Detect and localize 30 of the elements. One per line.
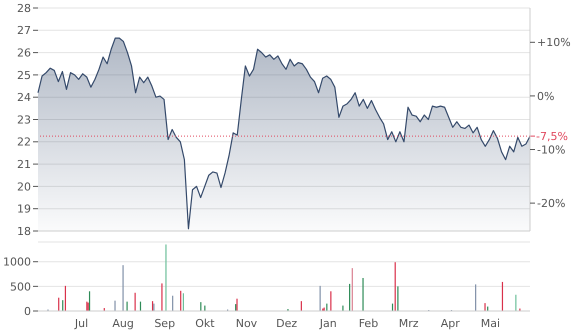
- y-tick-label: 27: [17, 24, 31, 38]
- y-tick-label: 20: [17, 180, 31, 194]
- ref-line-label: -7,5%: [536, 130, 568, 144]
- x-tick-label: Aug: [112, 316, 134, 330]
- x-tick-label: Jan: [318, 316, 337, 330]
- y-tick-label: 0: [24, 304, 31, 318]
- x-tick-label: Feb: [358, 316, 378, 330]
- y2-tick-label: -20%: [537, 197, 566, 210]
- y-tick-label: 18: [17, 224, 31, 238]
- y-tick-label: 1000: [3, 256, 31, 269]
- y-tick-label: 22: [17, 136, 31, 149]
- y-tick-label: 500: [10, 280, 31, 294]
- y-tick-label: 19: [17, 202, 31, 216]
- x-tick-label: Apr: [440, 316, 460, 330]
- x-tick-label: Sep: [154, 316, 176, 330]
- y-tick-label: 24: [17, 91, 31, 104]
- x-tick-label: Nov: [236, 316, 258, 330]
- x-tick-label: Mrz: [398, 316, 419, 330]
- y-tick-label: 23: [17, 113, 31, 126]
- y-tick-label: 25: [17, 68, 31, 82]
- y2-tick-label: -10%: [537, 143, 566, 156]
- x-tick-label: Mai: [480, 316, 500, 330]
- y2-tick-label: +10%: [537, 36, 571, 50]
- y-tick-label: 21: [17, 158, 31, 172]
- x-tick-label: Jul: [74, 316, 88, 330]
- y-tick-label: 26: [17, 46, 31, 60]
- y-tick-label: 28: [17, 2, 31, 15]
- x-tick-label: Okt: [195, 316, 216, 330]
- x-tick-label: Dez: [276, 316, 298, 330]
- y2-tick-label: 0%: [537, 90, 554, 103]
